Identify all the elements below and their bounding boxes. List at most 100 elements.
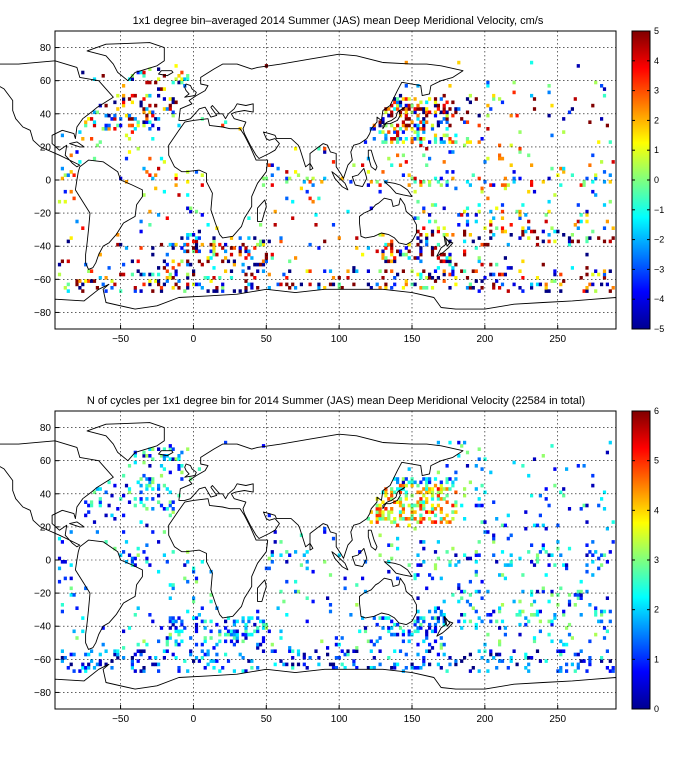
data-cell xyxy=(116,107,120,111)
data-cell xyxy=(398,110,403,115)
data-cell xyxy=(602,239,607,244)
data-cell xyxy=(326,596,330,600)
data-cell xyxy=(495,262,499,267)
data-cell xyxy=(582,183,586,187)
data-cell xyxy=(471,239,475,244)
data-cell xyxy=(463,517,467,521)
data-cell xyxy=(63,560,67,564)
data-cell xyxy=(562,117,566,121)
data-cell xyxy=(192,659,196,663)
data-cell xyxy=(69,662,73,667)
data-cell xyxy=(518,632,522,637)
data-cell xyxy=(390,286,394,290)
data-cell xyxy=(547,289,551,293)
data-cell xyxy=(390,252,394,257)
data-cell xyxy=(168,444,172,448)
data-cell xyxy=(229,629,234,634)
data-cell xyxy=(113,649,117,653)
data-cell xyxy=(422,659,426,663)
data-cell xyxy=(582,180,586,184)
data-cell xyxy=(582,503,586,508)
data-cell xyxy=(235,632,239,637)
coastline-africa xyxy=(168,118,269,239)
data-cell xyxy=(363,560,368,564)
data-cell xyxy=(203,639,207,644)
data-cell xyxy=(221,282,225,287)
data-cell xyxy=(95,110,99,115)
data-cell xyxy=(410,632,414,637)
coastline-australia xyxy=(359,577,417,626)
data-cell xyxy=(541,586,545,591)
data-cell xyxy=(547,199,551,204)
data-cell xyxy=(157,639,161,644)
data-cell xyxy=(186,272,190,277)
data-cell xyxy=(602,636,607,640)
data-cell xyxy=(110,659,114,663)
data-cell xyxy=(398,483,403,488)
data-cell xyxy=(133,652,137,657)
data-cell xyxy=(378,510,382,514)
data-cell xyxy=(553,269,557,273)
data-cell xyxy=(145,117,149,121)
data-cell xyxy=(436,619,440,624)
data-cell xyxy=(518,213,522,217)
data-cell xyxy=(425,110,429,115)
velocity-data-cells xyxy=(57,60,615,293)
data-cell xyxy=(573,593,577,597)
data-cell xyxy=(398,510,403,514)
data-cell xyxy=(442,622,446,627)
data-cell xyxy=(387,569,391,574)
data-cell xyxy=(422,662,426,667)
data-cell xyxy=(428,649,432,653)
y-tick-label: −40 xyxy=(34,242,51,253)
data-cell xyxy=(192,239,196,244)
data-cell xyxy=(189,233,193,237)
data-cell xyxy=(419,286,423,290)
data-cell xyxy=(585,266,589,270)
data-cell xyxy=(524,213,528,217)
data-cell xyxy=(500,659,505,663)
data-cell xyxy=(419,490,423,495)
data-cell xyxy=(463,143,467,148)
data-cell xyxy=(530,60,534,65)
data-cell xyxy=(331,276,336,280)
data-cell xyxy=(95,286,99,290)
data-cell xyxy=(477,256,481,260)
data-cell xyxy=(393,107,397,111)
data-cell xyxy=(224,249,228,254)
data-cell xyxy=(186,262,190,267)
data-cell xyxy=(416,629,420,634)
x-tick-label: 150 xyxy=(404,334,421,345)
data-cell xyxy=(401,639,405,644)
data-cell xyxy=(401,252,405,257)
coastline-iceland xyxy=(158,450,174,457)
data-cell xyxy=(393,276,397,280)
data-cell xyxy=(194,576,199,581)
data-cell xyxy=(259,242,263,247)
data-cell xyxy=(331,223,336,227)
data-cell xyxy=(142,107,146,111)
data-cell xyxy=(588,282,592,287)
data-cell xyxy=(98,652,102,657)
data-cell xyxy=(224,242,228,247)
data-cell xyxy=(273,649,277,653)
data-cell xyxy=(480,656,484,660)
data-cell xyxy=(194,626,199,630)
data-cell xyxy=(224,440,228,445)
data-cell xyxy=(256,629,260,634)
data-cell xyxy=(151,137,155,141)
data-cell xyxy=(532,229,537,234)
data-cell xyxy=(509,143,513,148)
data-cell xyxy=(605,123,609,128)
data-cell xyxy=(60,166,64,171)
data-cell xyxy=(390,140,394,144)
data-cell xyxy=(323,526,327,531)
data-cell xyxy=(81,70,85,75)
data-cell xyxy=(180,622,184,627)
coastline-newzealand xyxy=(436,615,454,637)
data-cell xyxy=(384,269,388,273)
data-cell xyxy=(183,242,187,247)
data-cell xyxy=(527,550,531,554)
data-cell xyxy=(465,206,470,211)
data-cell xyxy=(87,269,91,273)
